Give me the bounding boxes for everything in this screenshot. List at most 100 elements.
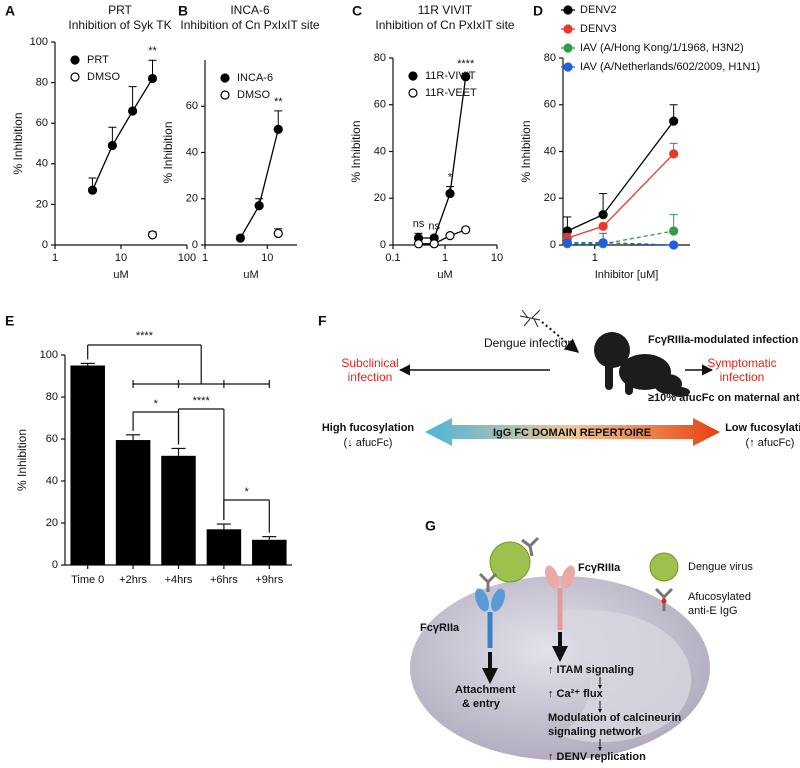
cascade-step: ↑ ITAM signaling	[548, 664, 634, 676]
significance-label: *	[244, 486, 249, 498]
series-line	[418, 229, 466, 245]
legend-marker	[408, 71, 418, 81]
panel-g: FcγRIIa FcγRIIIa Dengue virus Afucosylat…	[410, 536, 753, 763]
low-fuc-label: (↑ afucFc)	[746, 437, 795, 449]
series-line	[567, 153, 675, 239]
legend-marker	[220, 90, 230, 100]
data-point	[87, 185, 98, 195]
legend-label: anti-E IgG	[688, 605, 738, 617]
data-point	[598, 210, 608, 220]
data-point	[562, 238, 572, 248]
y-tick-label: 60	[46, 433, 58, 445]
repertoire-label: IgG FC DOMAIN REPERTOIRE	[493, 427, 651, 439]
x-tick-label: 0.1	[385, 252, 400, 264]
subclinical-label: Subclinical	[341, 356, 398, 370]
series-line	[418, 76, 467, 239]
significance-label: **	[274, 96, 283, 108]
legend-label: DENV2	[580, 4, 617, 16]
chart-subtitle: Inhibition of Cn PxIxIT site	[375, 18, 515, 32]
y-tick-label: 20	[36, 198, 48, 210]
entry-label: Attachment	[455, 684, 516, 696]
data-point	[413, 239, 424, 249]
chart-subtitle: Inhibition of Cn PxIxIT site	[180, 18, 320, 32]
y-tick-label: 40	[186, 146, 198, 158]
cascade-step: ↑ Ca²⁺ flux	[548, 688, 604, 700]
y-axis-label: % Inhibition	[15, 429, 29, 491]
legend-label: INCA-6	[237, 72, 273, 84]
y-tick-label: 0	[550, 239, 556, 251]
panel-letter: B	[178, 3, 188, 19]
chart-subtitle: Inhibition of Syk TK	[68, 18, 171, 32]
legend-marker	[70, 72, 80, 82]
series-line	[239, 129, 279, 239]
baby-icon	[594, 332, 690, 397]
virus-legend-icon	[649, 552, 679, 582]
y-tick-label: 0	[380, 239, 386, 251]
x-tick-label: +9hrs	[255, 574, 283, 586]
chart-title: PRT	[108, 3, 132, 17]
data-point	[669, 226, 679, 236]
virus-icon	[489, 541, 531, 583]
y-tick-label: 60	[544, 99, 556, 111]
x-tick-label: 1	[442, 252, 448, 264]
bar	[115, 440, 151, 565]
data-point	[445, 188, 455, 199]
x-tick-label: 100	[178, 252, 196, 264]
significance-label: *	[154, 398, 159, 410]
legend-marker	[408, 88, 418, 98]
data-point	[147, 73, 158, 84]
data-point	[273, 124, 283, 134]
x-tick-label: +4hrs	[165, 574, 193, 586]
x-axis-label: uM	[113, 269, 128, 281]
legend-marker	[563, 62, 573, 72]
panel-letter: A	[5, 3, 15, 19]
receptor-label: FcγRIIIa	[578, 562, 621, 574]
y-tick-label: 100	[30, 36, 48, 48]
y-tick-label: 20	[186, 193, 198, 205]
panel-letter: F	[318, 313, 327, 329]
nucleus	[555, 609, 692, 743]
legend-label: 11R-VIVIT	[425, 70, 476, 82]
data-point	[445, 231, 455, 241]
data-point	[669, 116, 679, 126]
fucosylation-gradient	[425, 418, 720, 446]
y-tick-label: 0	[192, 239, 198, 251]
x-tick-label: 1	[202, 252, 208, 264]
legend-label: PRT	[87, 54, 109, 66]
x-tick-label: 10	[115, 252, 127, 264]
legend-label: Afucosylated	[688, 591, 751, 603]
legend-marker	[563, 43, 573, 53]
data-point	[461, 72, 471, 82]
bar	[252, 539, 287, 565]
high-fuc-label: High fucosylation	[322, 422, 415, 434]
y-tick-label: 80	[374, 52, 386, 64]
series-line	[567, 120, 675, 232]
y-tick-label: 60	[374, 99, 386, 111]
y-tick-label: 80	[544, 52, 556, 64]
y-axis-label: % Inhibition	[11, 112, 25, 174]
y-tick-label: 0	[42, 239, 48, 251]
data-point	[598, 238, 608, 248]
y-axis-label: % Inhibition	[519, 120, 533, 182]
data-point	[107, 140, 117, 151]
data-point	[254, 201, 264, 211]
x-tick-label: 1	[52, 252, 58, 264]
x-tick-label: +2hrs	[119, 574, 147, 586]
significance-label: ns	[413, 218, 425, 230]
bar	[161, 455, 196, 565]
significance-label: ****	[457, 58, 475, 70]
y-axis-label: % Inhibition	[349, 120, 363, 182]
significance-label: ****	[193, 395, 211, 407]
x-axis-label: uM	[243, 269, 258, 281]
low-fuc-label: Low fucosylation	[725, 422, 800, 434]
symptomatic-label: Symptomatic	[707, 356, 776, 370]
data-point	[429, 239, 439, 249]
x-tick-label: 1	[592, 252, 598, 264]
y-tick-label: 60	[186, 100, 198, 112]
symptomatic-label: infection	[720, 370, 765, 384]
y-tick-label: 0	[52, 559, 58, 571]
data-point	[669, 149, 679, 159]
y-tick-label: 80	[36, 77, 48, 89]
fcgr2a-receptor	[475, 588, 505, 648]
